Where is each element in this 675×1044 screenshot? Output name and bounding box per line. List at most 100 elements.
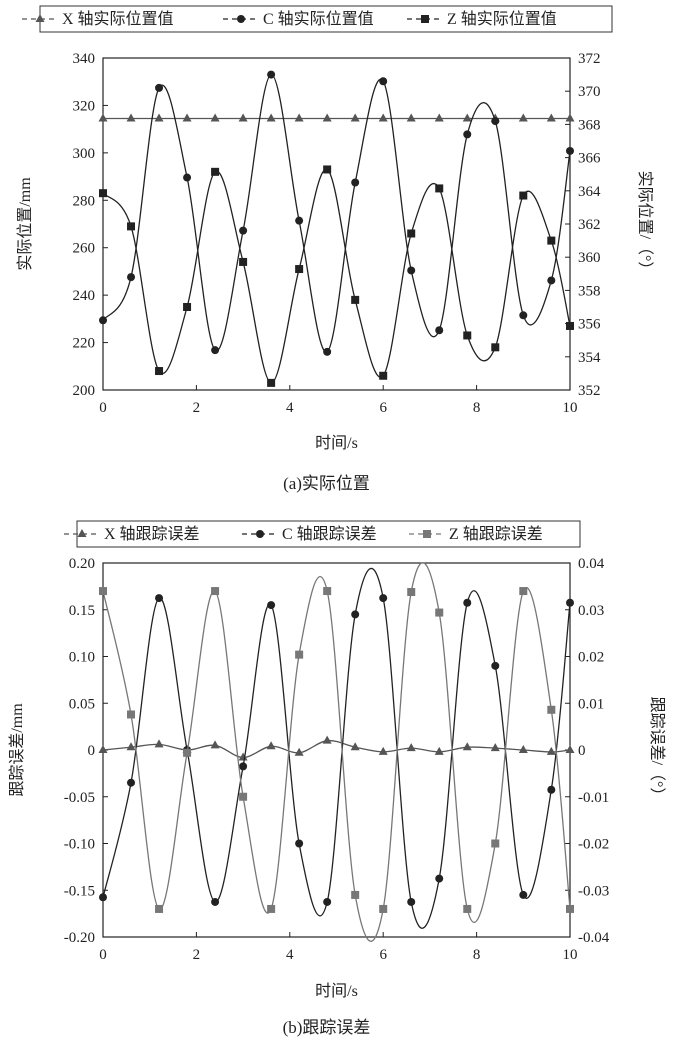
data-point [154, 739, 164, 748]
data-point [267, 601, 276, 610]
legend-marker [35, 14, 45, 22]
data-point [98, 745, 108, 753]
data-point [490, 743, 500, 752]
y-tick-label-left: -0.15 [64, 883, 95, 899]
y-tick-label-right: -0.04 [578, 930, 610, 946]
data-point [183, 303, 192, 311]
legend-label: X 轴实际位置值 [62, 10, 174, 28]
data-point [351, 295, 360, 304]
data-point [435, 874, 444, 883]
y-tick-label-right: 0.04 [578, 556, 605, 572]
data-point [435, 326, 444, 335]
data-point [211, 897, 220, 906]
series [98, 735, 575, 761]
x-tick-label: 4 [286, 400, 294, 416]
data-point [99, 316, 107, 325]
chart-a: X 轴实际位置值 C 轴实际位置值 Z 轴实际位置值 0 2 4 6 8 10 200 220 240… [16, 5, 654, 493]
data-point [491, 839, 500, 848]
data-point [351, 610, 360, 619]
data-point [294, 747, 304, 756]
legend-item: C 轴跟踪误差 [242, 525, 377, 543]
data-point [182, 113, 192, 122]
data-point [435, 608, 444, 617]
data-point [239, 792, 248, 801]
data-point [210, 740, 220, 749]
data-point [323, 165, 332, 174]
data-point [351, 178, 360, 187]
series [99, 562, 574, 942]
data-point [155, 83, 164, 92]
y-tick-label-left: 220 [73, 336, 96, 352]
x-tick-label: 8 [473, 400, 481, 416]
data-point [239, 226, 248, 235]
y-tick-label-right: 0.01 [578, 696, 604, 712]
data-point [566, 598, 574, 607]
y-tick-label-right: 366 [578, 151, 601, 167]
x-tick-label: 10 [563, 400, 578, 416]
data-point [565, 745, 575, 753]
data-point [183, 173, 192, 182]
data-point [127, 273, 136, 282]
y-axis-label-right: 跟踪误差/（°） [648, 697, 666, 804]
data-point [519, 191, 528, 200]
data-point [211, 587, 220, 596]
data-point [322, 113, 332, 122]
legend-item: X 轴实际位置值 [22, 10, 174, 28]
data-point [566, 904, 574, 913]
data-point [127, 222, 136, 231]
y-tick-label-right: 364 [578, 184, 601, 200]
data-point [546, 746, 556, 755]
data-point [239, 762, 248, 771]
x-tick-label: 4 [286, 947, 294, 963]
data-point [127, 778, 136, 787]
data-point [155, 594, 164, 603]
y-tick-label-right: 0 [578, 743, 586, 759]
series [99, 567, 574, 929]
data-point [519, 587, 528, 596]
data-point [379, 77, 388, 86]
data-point [267, 904, 276, 913]
legend-item: C 轴实际位置值 [223, 10, 374, 28]
data-point [295, 650, 304, 659]
y-tick-label-right: -0.02 [578, 837, 609, 853]
legend-label: C 轴实际位置值 [263, 10, 374, 28]
data-point [126, 742, 136, 751]
legend-marker [256, 530, 264, 538]
y-tick-label-right: 356 [578, 317, 601, 333]
legend-label: Z 轴实际位置值 [447, 10, 557, 28]
data-point [407, 266, 416, 275]
data-point [406, 743, 416, 752]
data-point [566, 146, 574, 155]
data-point [350, 113, 360, 122]
y-tick-label-left: 340 [73, 51, 96, 67]
data-point [547, 236, 556, 245]
y-tick-label-right: 354 [578, 350, 601, 366]
legend-marker [423, 530, 431, 538]
data-point [155, 904, 164, 913]
x-tick-label: 2 [193, 947, 201, 963]
data-point [565, 113, 575, 122]
figure-caption: (a)实际位置 [283, 474, 370, 493]
y-tick-label-right: -0.03 [578, 883, 609, 899]
data-point [295, 216, 304, 225]
y-tick-label-left: 0 [88, 743, 96, 759]
y-tick-label-left: 300 [73, 146, 96, 162]
y-tick-label-right: 368 [578, 117, 601, 133]
data-point [99, 893, 107, 902]
x-tick-label: 2 [193, 400, 201, 416]
y-tick-label-left: 280 [73, 193, 96, 209]
data-point [463, 904, 472, 913]
plot-frame [102, 562, 571, 938]
data-point [407, 897, 416, 906]
series-line [102, 562, 571, 942]
data-point [379, 594, 388, 603]
y-axis-left: -0.20 -0.15 -0.10 -0.05 0 0.05 0.10 0.15 0.20 [64, 556, 108, 946]
y-tick-label-left: 0.10 [69, 650, 95, 666]
data-point [295, 265, 304, 274]
y-tick-label-right: 358 [578, 283, 601, 299]
x-tick-label: 6 [379, 947, 387, 963]
data-point [463, 331, 472, 340]
data-point [434, 746, 444, 755]
